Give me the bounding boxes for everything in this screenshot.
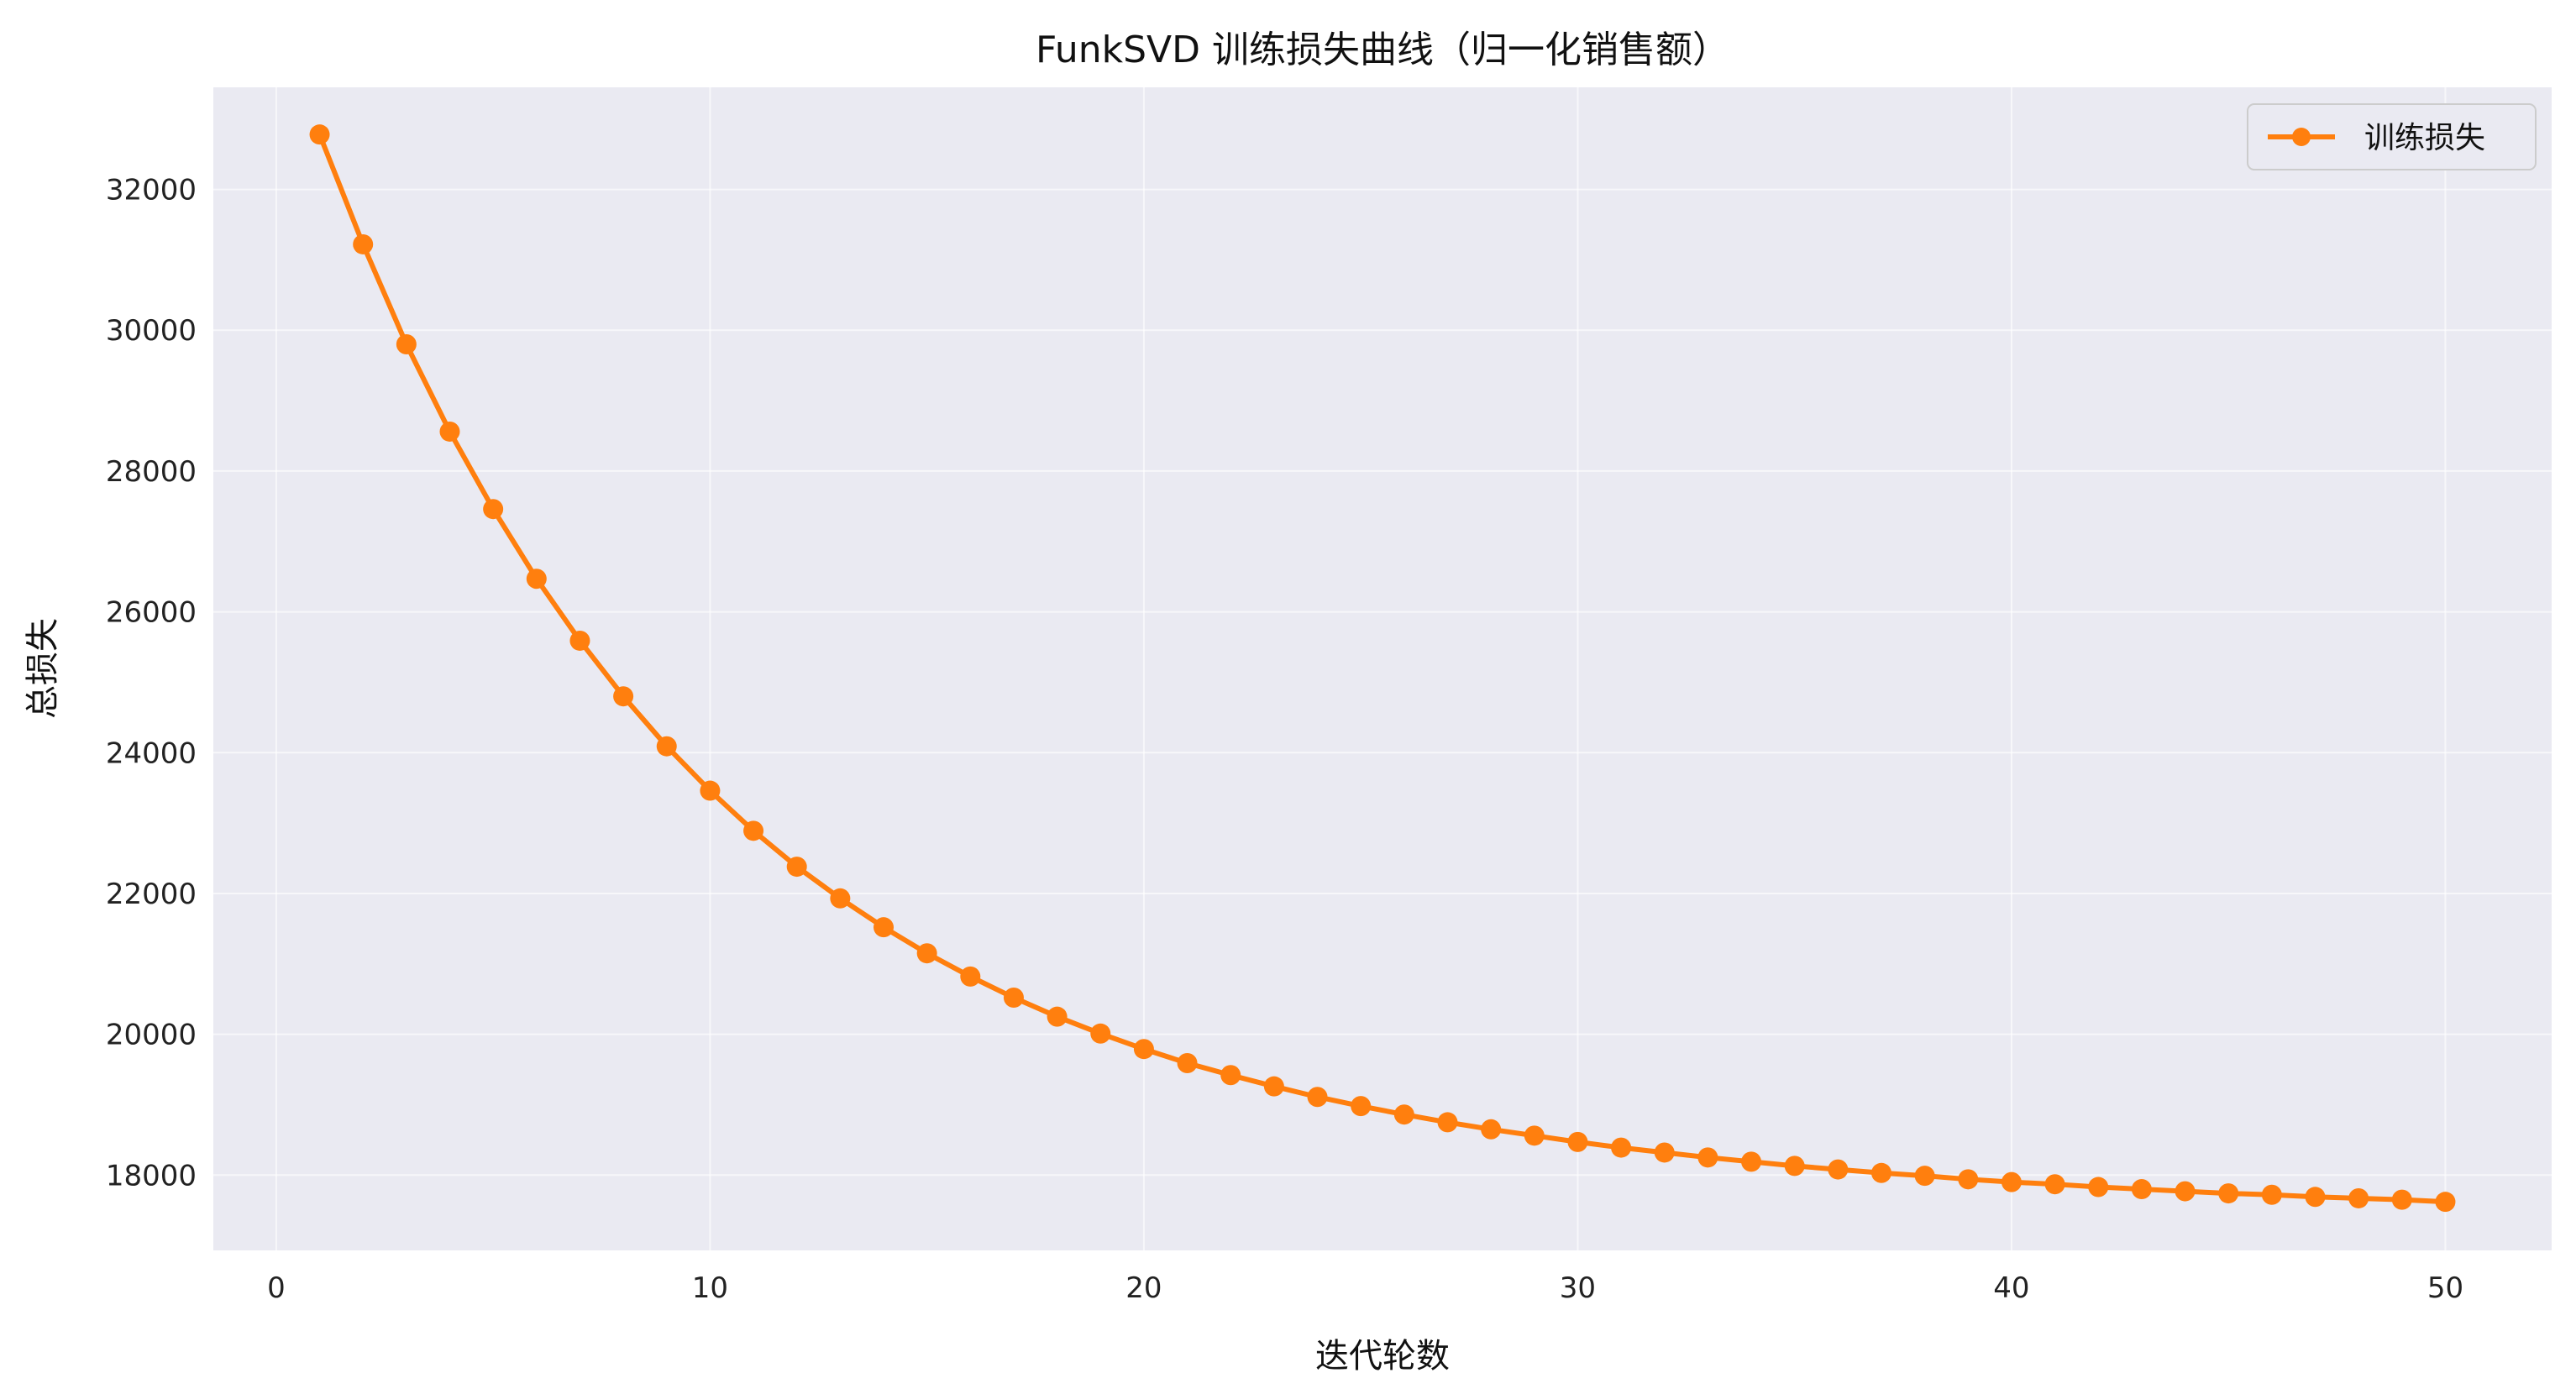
data-point (526, 569, 547, 590)
data-point (569, 630, 590, 651)
y-tick-label: 18000 (106, 1159, 197, 1192)
legend-box (2247, 103, 2537, 170)
chart-title: FunkSVD 训练损失曲线（归一化销售额） (1036, 29, 1729, 71)
data-point (2391, 1189, 2412, 1210)
grid-lines (213, 87, 2552, 1250)
data-point (1003, 988, 1024, 1009)
data-point (2218, 1183, 2239, 1204)
data-point (1914, 1166, 1935, 1187)
data-point (483, 499, 504, 520)
data-point (1307, 1087, 1328, 1108)
y-tick-label: 22000 (106, 878, 197, 911)
data-point (656, 736, 677, 757)
data-point (2348, 1187, 2369, 1208)
y-tick-label: 30000 (106, 314, 197, 348)
data-point (960, 966, 981, 987)
data-point (309, 124, 330, 145)
data-point (1090, 1023, 1111, 1044)
data-point (1437, 1112, 1458, 1133)
data-point (1393, 1104, 1414, 1125)
axis-ticks: 0 10 20 30 40 50 18000 20000 22000 24000 26000 2800… (106, 174, 2463, 1305)
data-point (786, 857, 807, 878)
data-point (2435, 1192, 2456, 1213)
data-point (700, 780, 721, 801)
x-tick-label: 30 (1560, 1271, 1596, 1305)
data-point (1481, 1119, 1502, 1140)
x-tick-label: 10 (692, 1271, 728, 1305)
data-point (1263, 1076, 1284, 1097)
data-point (874, 917, 895, 938)
data-point (1611, 1137, 1632, 1158)
data-point (1524, 1125, 1545, 1146)
data-point (1133, 1039, 1154, 1060)
data-point (2305, 1187, 2326, 1208)
y-axis-label: 总损失 (24, 618, 62, 719)
data-point (353, 233, 374, 254)
data-point (2175, 1181, 2196, 1202)
x-tick-label: 40 (1993, 1271, 2029, 1305)
data-point (743, 820, 764, 841)
y-tick-label: 24000 (106, 736, 197, 770)
data-point (2131, 1179, 2152, 1200)
data-point (613, 686, 634, 707)
x-axis-label: 迭代轮数 (1315, 1337, 1450, 1376)
data-point (916, 943, 937, 964)
legend-marker-sample (2292, 128, 2311, 146)
data-point (396, 334, 417, 355)
data-point (1697, 1147, 1718, 1168)
y-tick-label: 20000 (106, 1019, 197, 1052)
plot-area (213, 87, 2552, 1250)
x-tick-label: 50 (2427, 1271, 2463, 1305)
legend-label: 训练损失 (2364, 121, 2485, 155)
data-point (830, 888, 851, 909)
data-point (2044, 1174, 2065, 1195)
x-tick-label: 0 (267, 1271, 286, 1305)
data-point (1828, 1159, 1849, 1180)
y-tick-label: 26000 (106, 596, 197, 630)
data-point (2088, 1177, 2109, 1197)
data-point (1784, 1156, 1805, 1177)
data-point (2261, 1184, 2282, 1205)
data-point (1741, 1151, 1762, 1172)
y-tick-label: 28000 (106, 455, 197, 489)
data-point (1567, 1131, 1588, 1152)
data-point (1351, 1096, 1372, 1117)
data-point (1870, 1162, 1891, 1183)
data-point (439, 421, 460, 442)
legend: 训练损失 (2247, 103, 2537, 170)
data-point (1047, 1006, 1068, 1027)
series-layer (309, 124, 2456, 1213)
x-tick-label: 20 (1125, 1271, 1162, 1305)
data-point (1177, 1052, 1198, 1073)
data-point (1654, 1142, 1675, 1163)
data-point (1958, 1169, 1979, 1190)
data-point (1220, 1065, 1241, 1086)
data-point (2001, 1171, 2022, 1192)
y-tick-label: 32000 (106, 174, 197, 207)
